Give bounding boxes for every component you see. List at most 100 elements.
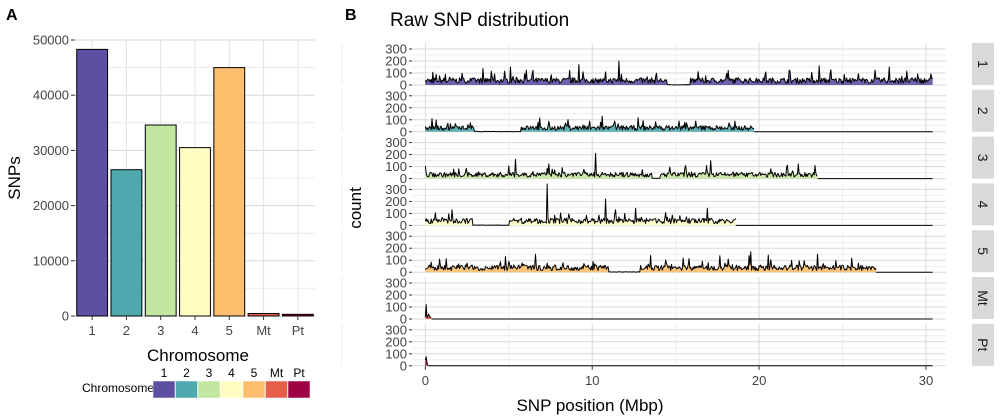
- facet-y-tick-label: 200: [385, 54, 407, 69]
- bar-chromosome-4: [179, 147, 211, 317]
- panel-b-x-ticks: 0 10 20 30: [422, 365, 933, 388]
- bar-chromosome-2: [110, 169, 143, 317]
- facet-strip-background: [972, 43, 994, 85]
- facet-y-tick-label: 300: [385, 88, 407, 103]
- facet-strip-background: [972, 89, 994, 132]
- facet-y-tick-label: 100: [385, 66, 407, 81]
- facet-y-tick-label: 300: [385, 182, 407, 197]
- bar-chromosome-3: [144, 124, 177, 317]
- facet-background: [412, 43, 946, 85]
- facet-y-tick-label: 200: [385, 100, 407, 115]
- panel-a-x-axis-title: Chromosome: [147, 346, 249, 365]
- panel-a-y-axis-title: SNPs: [5, 156, 24, 199]
- facet-background: [412, 277, 946, 319]
- facet-y-tick-label: 200: [385, 194, 407, 209]
- facet-y-tick-label: 200: [385, 334, 407, 349]
- facet-strip-label: 2: [975, 107, 991, 115]
- legend-swatch-1: [152, 380, 176, 399]
- panel-b-x-tick-label: 30: [919, 373, 933, 388]
- legend-swatch-4: [220, 380, 243, 399]
- facet-strip-background: [972, 183, 994, 226]
- panel-a-y-ticks: 0 10000 20000 30000 40000 50000: [33, 33, 75, 324]
- facet-strip-3: 3: [972, 136, 994, 179]
- panel-a-x-tick-label: 5: [226, 323, 233, 338]
- facet-y-tick-label: 100: [385, 112, 407, 127]
- facet-strip-label: Mt: [975, 290, 991, 306]
- facet-y-tick-label: 300: [385, 229, 407, 244]
- panel-b-x-tick-label: 20: [752, 373, 766, 388]
- snp-count-line-5: [424, 251, 877, 273]
- facet-y-tick-label: 300: [385, 42, 407, 57]
- facet-y-tick-label: 0: [400, 265, 407, 280]
- facet-y-tick-label: 0: [400, 171, 407, 186]
- panel-a-x-tick-label: Pt: [292, 323, 305, 338]
- facet-strip-background: [972, 323, 994, 366]
- facet-y-tick-label: 300: [385, 322, 407, 337]
- panel-a-x-ticks: 1 2 3 4 5 Mt Pt: [89, 316, 305, 338]
- panel-b: B Raw SNP distribution 01002003001010020…: [341, 7, 994, 415]
- facet-y-tick-label: 100: [385, 206, 407, 221]
- panel-b-label: B: [345, 7, 357, 24]
- snp-count-line-mt: [424, 304, 432, 319]
- panel-a-x-tick-label: 1: [89, 323, 96, 338]
- bar-chromosome-5: [213, 67, 246, 317]
- facet-y-tick-label: 200: [385, 288, 407, 303]
- facet-strip-background: [972, 277, 994, 319]
- facet-y-tick-label: 300: [385, 276, 407, 291]
- snp-count-line-1: [424, 60, 933, 86]
- snp-count-line-2: [424, 115, 755, 133]
- legend-entry-label: 2: [183, 366, 190, 380]
- facet-strip-background: [972, 136, 994, 179]
- legend-entry-label: 5: [251, 366, 258, 380]
- legend-swatch-5: [242, 380, 266, 399]
- facet-background: [412, 323, 946, 366]
- panel-b-title: Raw SNP distribution: [390, 10, 569, 31]
- panel-b-x-tick-label: 0: [422, 373, 429, 388]
- panel-a-y-tick-label: 20000: [33, 198, 69, 213]
- legend-swatch-mt: [265, 380, 288, 399]
- panel-b-facets: 0100200300101002003002010020030030100200…: [341, 42, 994, 373]
- snp-density-area-1: [425, 61, 933, 85]
- facet-y-tick-label: 100: [385, 253, 407, 268]
- facet-strip-2: 2: [972, 89, 994, 132]
- panel-b-x-axis-title: SNP position (Mbp): [516, 396, 663, 415]
- facet-strip-5: 5: [972, 230, 994, 273]
- facet-strip-1: 1: [972, 43, 994, 85]
- panel-b-y-axis-title: count: [346, 187, 365, 229]
- facet-y-tick-label: 0: [400, 358, 407, 373]
- panel-a: A 0 10000 20000 30000 40000 50000 1 2 3 4 5 Mt Pt S…: [5, 7, 315, 399]
- panel-a-label: A: [6, 7, 18, 24]
- facet-y-tick-label: 0: [400, 78, 407, 93]
- facet-strip-pt: Pt: [972, 323, 994, 366]
- panel-a-y-tick-label: 50000: [33, 33, 69, 48]
- legend-swatch-2: [175, 380, 198, 399]
- snp-count-line-3: [424, 152, 818, 180]
- panel-a-y-tick-label: 0: [62, 309, 69, 324]
- legend-entry-label: 1: [161, 366, 168, 380]
- snp-count-line-4: [424, 183, 737, 226]
- bar-chromosome-mt: [247, 313, 280, 317]
- facet-strip-label: Pt: [975, 338, 991, 351]
- panel-b-x-tick-label: 10: [585, 373, 599, 388]
- panel-a-y-tick-label: 30000: [33, 143, 69, 158]
- snp-count-line-pt: [424, 356, 429, 365]
- legend-entry-label: 4: [228, 366, 235, 380]
- panel-a-legend: Chromosome 1 2 3 4 5 Mt Pt: [82, 366, 311, 399]
- bar-chromosome-1: [76, 48, 109, 317]
- legend-entry-label: 3: [206, 366, 213, 380]
- facet-strip-label: 5: [975, 247, 991, 255]
- facet-y-tick-label: 200: [385, 241, 407, 256]
- bar-chromosome-pt: [281, 313, 314, 317]
- legend-swatch-pt: [287, 380, 311, 399]
- facet-strip-4: 4: [972, 183, 994, 226]
- panel-a-x-tick-label: Mt: [256, 323, 271, 338]
- panel-a-y-tick-label: 10000: [33, 253, 69, 268]
- facet-strip-mt: Mt: [972, 277, 994, 319]
- facet-y-tick-label: 0: [400, 124, 407, 139]
- facet-y-tick-label: 100: [385, 346, 407, 361]
- panel-a-bars: [76, 48, 314, 317]
